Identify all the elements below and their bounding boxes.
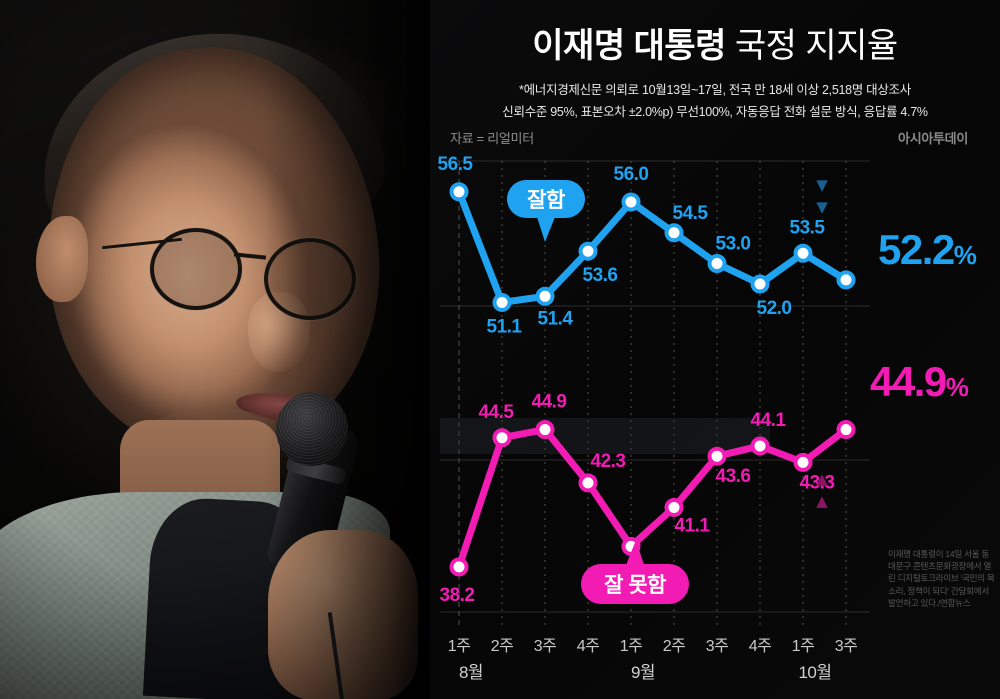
x-axis-month-label: 10월 (798, 663, 832, 682)
data-point[interactable] (836, 270, 856, 290)
x-axis-week-label: 3주 (705, 638, 729, 655)
callout-positive-label: 잘함 (527, 189, 565, 212)
data-point[interactable] (535, 420, 555, 440)
data-label: 53.6 (583, 265, 618, 286)
callout-positive-tail (537, 217, 555, 242)
headline-value-negative-unit: % (945, 372, 969, 402)
series-line-0 (455, 188, 850, 306)
headline-value-negative: 44.9% (870, 358, 969, 406)
data-label: 44.9 (532, 392, 567, 413)
subtitle-line-2: 신뢰수준 95%, 표본오차 ±2.0%p) 무선100%, 자동응답 전화 설… (502, 105, 928, 119)
data-point[interactable] (836, 420, 856, 440)
headline-value-positive: 52.2% (878, 226, 977, 274)
data-label: 54.5 (673, 203, 709, 224)
callout-negative-label: 잘 못함 (604, 574, 666, 597)
data-point[interactable] (621, 192, 641, 212)
page-title-normal: 국정 지지율 (725, 27, 898, 65)
x-axis-week-label: 2주 (490, 638, 514, 655)
data-label: 41.1 (675, 515, 711, 536)
chart-plot-area: 56.5 51.1 51.4 53.6 56.0 54.5 53.0 52.0 53.5 38.2… (430, 150, 1000, 630)
photo-caption: 이재명 대통령이 14일 서울 동대문구 콘텐츠문화광장에서 열린 디지털토크라… (888, 549, 995, 608)
data-label: 53.5 (790, 217, 826, 238)
data-point[interactable] (535, 286, 555, 306)
series-line-1 (455, 426, 850, 571)
line-chart-svg: 56.5 51.1 51.4 53.6 56.0 54.5 53.0 52.0 53.5 38.2… (438, 154, 870, 628)
page-title: 이재명 대통령 국정 지지율 (448, 18, 982, 67)
x-axis-labels: 1주 2주 3주 4주 1주 2주 3주 4주 1주 3주 8월 9월 10월 (430, 628, 1000, 694)
headline-value-positive-number: 52.2 (878, 226, 955, 273)
source-attribution: 자료 = 리얼미터 (450, 131, 534, 146)
headline-value-negative-number: 44.9 (870, 358, 947, 405)
x-axis-week-label: 2주 (662, 638, 686, 655)
data-point[interactable] (750, 436, 770, 456)
data-point[interactable] (449, 557, 469, 577)
data-label: 43.6 (716, 466, 751, 487)
data-point[interactable] (793, 452, 813, 472)
callout-positive[interactable]: 잘함 (507, 180, 585, 242)
data-point[interactable] (707, 254, 727, 273)
callout-positive-body (507, 180, 585, 218)
data-point[interactable] (449, 182, 469, 202)
x-axis-week-label: 4주 (576, 638, 600, 655)
data-label: 56.0 (614, 164, 649, 185)
chart-panel: 이재명 대통령 국정 지지율 *에너지경제신문 의뢰로 10월13일~17일, … (430, 0, 1000, 699)
data-label: 43.3 (800, 472, 835, 493)
data-point[interactable] (492, 292, 512, 312)
trend-arrow-down-positive-2: ▼ (816, 198, 828, 216)
president-photo (0, 0, 440, 699)
data-point[interactable] (664, 497, 684, 517)
data-label: 51.1 (487, 316, 523, 337)
series-positive: 56.5 51.1 51.4 53.6 56.0 54.5 53.0 52.0 53.5 (438, 154, 856, 337)
callout-negative-body (581, 564, 689, 604)
x-axis-week-label: 3주 (834, 638, 858, 655)
data-point[interactable] (578, 241, 598, 261)
data-label: 53.0 (716, 234, 751, 255)
data-point[interactable] (793, 243, 813, 263)
data-point[interactable] (707, 446, 727, 466)
data-label: 38.2 (440, 585, 475, 606)
x-axis-month-label: 9월 (630, 663, 656, 682)
trend-arrow-up-negative-2: ▲ (816, 492, 828, 510)
data-point[interactable] (750, 274, 770, 294)
photo-vignette (0, 0, 440, 699)
data-label: 51.4 (538, 308, 574, 329)
data-point[interactable] (578, 473, 598, 493)
page-title-bold: 이재명 대통령 (532, 27, 726, 65)
x-axis-week-label: 1주 (447, 638, 471, 655)
x-axis-week-label: 1주 (619, 638, 643, 655)
data-label: 44.5 (479, 402, 515, 423)
headline-value-positive-unit: % (953, 240, 977, 270)
data-label: 42.3 (591, 451, 626, 472)
data-point[interactable] (664, 223, 684, 243)
x-axis-week-label: 1주 (791, 638, 815, 655)
subtitle-line-1: *에너지경제신문 의뢰로 10월13일~17일, 전국 만 18세 이상 2,5… (519, 83, 911, 97)
callout-negative-tail (626, 540, 644, 565)
callout-negative[interactable]: 잘 못함 (581, 540, 689, 604)
x-axis-week-label: 3주 (533, 638, 557, 655)
trend-arrow-down-positive-1: ▼ (816, 176, 828, 194)
data-label: 44.1 (751, 410, 787, 431)
data-point[interactable] (492, 428, 512, 448)
data-label: 52.0 (757, 298, 792, 319)
publisher-name: 아시아투데이 (898, 131, 968, 146)
source-row: 자료 = 리얼미터 아시아투데이 (448, 128, 982, 148)
data-label: 56.5 (438, 154, 474, 175)
trend-arrow-up-negative-1: ▲ (816, 470, 828, 488)
x-axis-week-label: 4주 (748, 638, 772, 655)
x-axis-month-label: 8월 (458, 663, 484, 682)
